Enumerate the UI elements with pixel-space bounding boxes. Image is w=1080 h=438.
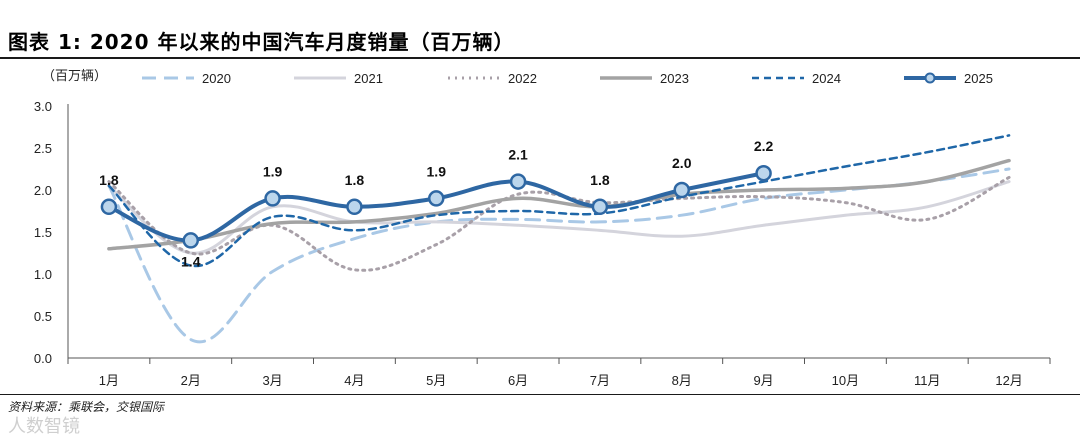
axes: 0.0 0.5 1.0 1.5 2.0 2.5 3.0 1月 2月 3月 4月 5月 6月 7月 8月 9月 1… [34,99,1051,388]
data-label: 2.1 [508,147,528,163]
y-tick-label: 0.0 [34,351,52,366]
legend-label-2020: 2020 [202,71,231,86]
point-2025 [264,190,281,207]
y-tick-label: 2.0 [34,183,52,198]
data-label: 1.8 [590,172,610,188]
y-tick-label: 3.0 [34,99,52,114]
y-tick-label: 1.5 [34,225,52,240]
series-line-2025 [106,171,766,243]
data-label: 1.9 [427,163,447,179]
bottom-rule [0,394,1080,395]
source-note: 资料来源：乘联会，交银国际 [8,400,165,414]
y-tick-label: 2.5 [34,141,52,156]
data-label: 1.9 [263,163,283,179]
legend: 2020 2021 2022 2023 2024 2025 [142,71,993,86]
x-tick-label: 6月 [508,373,528,388]
y-tick-label: 1.0 [34,267,52,282]
series-line-2022 [107,175,1011,272]
point-2025 [673,181,690,199]
point-2025 [591,198,609,216]
point-2025 [100,198,118,216]
series-line-2024 [107,134,1011,268]
x-tick-label: 4月 [344,373,364,388]
watermark: 人数智镜 [8,416,80,437]
x-tick-label: 11月 [914,373,941,388]
legend-marker [924,72,936,84]
series-markers [100,164,772,249]
x-tick-label: 3月 [262,373,282,388]
data-label: 2.2 [754,138,774,154]
data-label: 1.4 [181,253,201,269]
point-2025 [755,164,772,182]
series-lines [106,134,1011,344]
legend-label-2023: 2023 [660,71,689,86]
point-2025 [346,198,363,216]
title-rule [0,57,1080,59]
point-2025 [182,232,199,249]
x-tick-label: 8月 [672,373,692,388]
y-tick-label: 0.5 [34,309,52,324]
x-tick-label: 2月 [181,373,201,388]
point-2025 [428,190,445,207]
x-tick-label: 1月 [99,373,119,388]
x-tick-label: 10月 [832,373,859,388]
legend-label-2022: 2022 [508,71,537,86]
x-tick-label: 12月 [995,373,1022,388]
data-label: 1.8 [345,172,365,188]
unit-label: （百万辆） [42,68,107,83]
x-tick-label: 7月 [590,373,610,388]
series-line-2021 [107,180,1011,255]
series-line-2023 [107,158,1011,251]
data-label: 2.0 [672,155,692,171]
legend-label-2024: 2024 [812,71,841,86]
data-label: 1.8 [99,172,119,188]
data-labels: 1.8 1.4 1.9 1.8 1.9 2.1 1.8 2.0 2.2 [99,138,773,269]
line-chart: 0.0 0.5 1.0 1.5 2.0 2.5 3.0 1月 2月 3月 4月 5月 6月 7月 8月 9月 1… [34,68,1051,388]
legend-label-2025: 2025 [964,71,993,86]
legend-label-2021: 2021 [354,71,383,86]
x-tick-label: 5月 [426,373,446,388]
point-2025 [509,173,527,190]
x-tick-label: 9月 [753,373,773,388]
chart-title: 图表 1: 2020 年以来的中国汽车月度销量（百万辆） [8,30,515,54]
